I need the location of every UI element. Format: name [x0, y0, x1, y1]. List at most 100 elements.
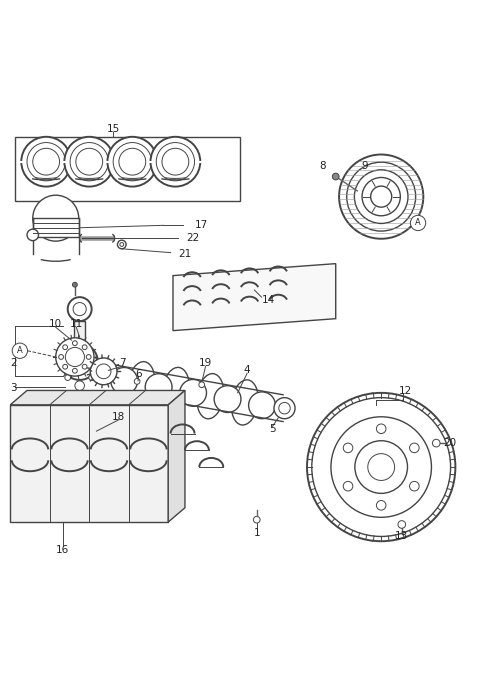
Circle shape	[68, 297, 92, 321]
Polygon shape	[10, 391, 185, 405]
Circle shape	[343, 482, 353, 491]
Circle shape	[108, 137, 157, 186]
Circle shape	[331, 417, 432, 518]
Text: 3: 3	[10, 383, 17, 393]
Circle shape	[21, 137, 71, 186]
Circle shape	[376, 500, 386, 510]
Circle shape	[12, 343, 27, 358]
Circle shape	[63, 345, 68, 350]
Text: 15: 15	[107, 124, 120, 134]
Ellipse shape	[364, 417, 381, 518]
Text: 4: 4	[244, 366, 251, 375]
Text: 2: 2	[10, 357, 17, 368]
Circle shape	[354, 170, 408, 224]
Text: 21: 21	[179, 249, 192, 259]
Polygon shape	[173, 264, 336, 331]
Text: 1: 1	[253, 528, 260, 538]
Text: 17: 17	[194, 220, 208, 230]
Circle shape	[70, 143, 108, 181]
Circle shape	[72, 282, 77, 287]
Circle shape	[59, 355, 63, 359]
Ellipse shape	[364, 393, 381, 541]
Circle shape	[312, 397, 451, 536]
Polygon shape	[10, 405, 168, 522]
Circle shape	[347, 162, 416, 231]
Circle shape	[249, 392, 276, 419]
Circle shape	[61, 344, 98, 380]
Circle shape	[65, 375, 71, 380]
Text: 6: 6	[135, 368, 142, 379]
Circle shape	[27, 143, 65, 181]
Circle shape	[368, 453, 395, 480]
Circle shape	[156, 143, 194, 181]
Circle shape	[120, 243, 124, 246]
Circle shape	[96, 364, 111, 379]
Circle shape	[86, 355, 91, 359]
Polygon shape	[74, 321, 85, 344]
Circle shape	[89, 375, 95, 380]
Circle shape	[151, 137, 200, 186]
Circle shape	[119, 148, 146, 175]
Circle shape	[63, 364, 68, 369]
Circle shape	[69, 351, 91, 373]
Circle shape	[113, 143, 152, 181]
Circle shape	[111, 368, 138, 394]
Text: 7: 7	[120, 358, 126, 368]
Text: 19: 19	[199, 358, 212, 368]
Text: 9: 9	[361, 161, 368, 170]
Circle shape	[64, 137, 114, 186]
Text: 12: 12	[398, 386, 412, 397]
Text: A: A	[17, 346, 23, 355]
Circle shape	[307, 393, 456, 541]
Circle shape	[355, 441, 408, 493]
Ellipse shape	[162, 367, 189, 413]
Circle shape	[73, 302, 86, 316]
Text: A: A	[415, 219, 421, 228]
Text: 20: 20	[444, 438, 456, 448]
Circle shape	[199, 382, 204, 388]
Circle shape	[274, 397, 295, 419]
Circle shape	[214, 386, 241, 413]
Circle shape	[362, 177, 400, 216]
Circle shape	[72, 341, 77, 346]
Text: 22: 22	[186, 233, 199, 244]
Text: 14: 14	[262, 295, 275, 304]
Text: 5: 5	[269, 424, 276, 434]
Text: 10: 10	[49, 319, 62, 329]
Ellipse shape	[231, 380, 258, 425]
Circle shape	[33, 148, 60, 175]
Circle shape	[82, 364, 87, 369]
Bar	[15, 137, 240, 201]
Circle shape	[82, 345, 87, 350]
Circle shape	[410, 215, 426, 230]
Circle shape	[72, 368, 77, 373]
Circle shape	[409, 482, 419, 491]
Circle shape	[279, 402, 290, 414]
Circle shape	[118, 240, 126, 249]
Circle shape	[56, 338, 94, 376]
Circle shape	[65, 347, 84, 366]
Circle shape	[343, 443, 353, 453]
Circle shape	[134, 379, 140, 384]
Text: 16: 16	[56, 545, 70, 555]
Text: 13: 13	[395, 531, 408, 542]
Circle shape	[162, 148, 189, 175]
Circle shape	[33, 195, 79, 241]
Ellipse shape	[128, 362, 155, 407]
Text: 8: 8	[319, 161, 325, 170]
Circle shape	[145, 374, 172, 400]
Circle shape	[253, 516, 260, 523]
Circle shape	[180, 380, 206, 406]
Circle shape	[27, 229, 38, 241]
Circle shape	[76, 148, 103, 175]
Circle shape	[409, 443, 419, 453]
Bar	[33, 218, 79, 237]
Text: 11: 11	[70, 319, 83, 329]
Circle shape	[432, 440, 440, 447]
Circle shape	[90, 358, 117, 385]
Circle shape	[376, 424, 386, 433]
Text: 18: 18	[112, 412, 126, 422]
Ellipse shape	[197, 373, 224, 419]
Circle shape	[371, 186, 392, 207]
Polygon shape	[168, 391, 185, 522]
